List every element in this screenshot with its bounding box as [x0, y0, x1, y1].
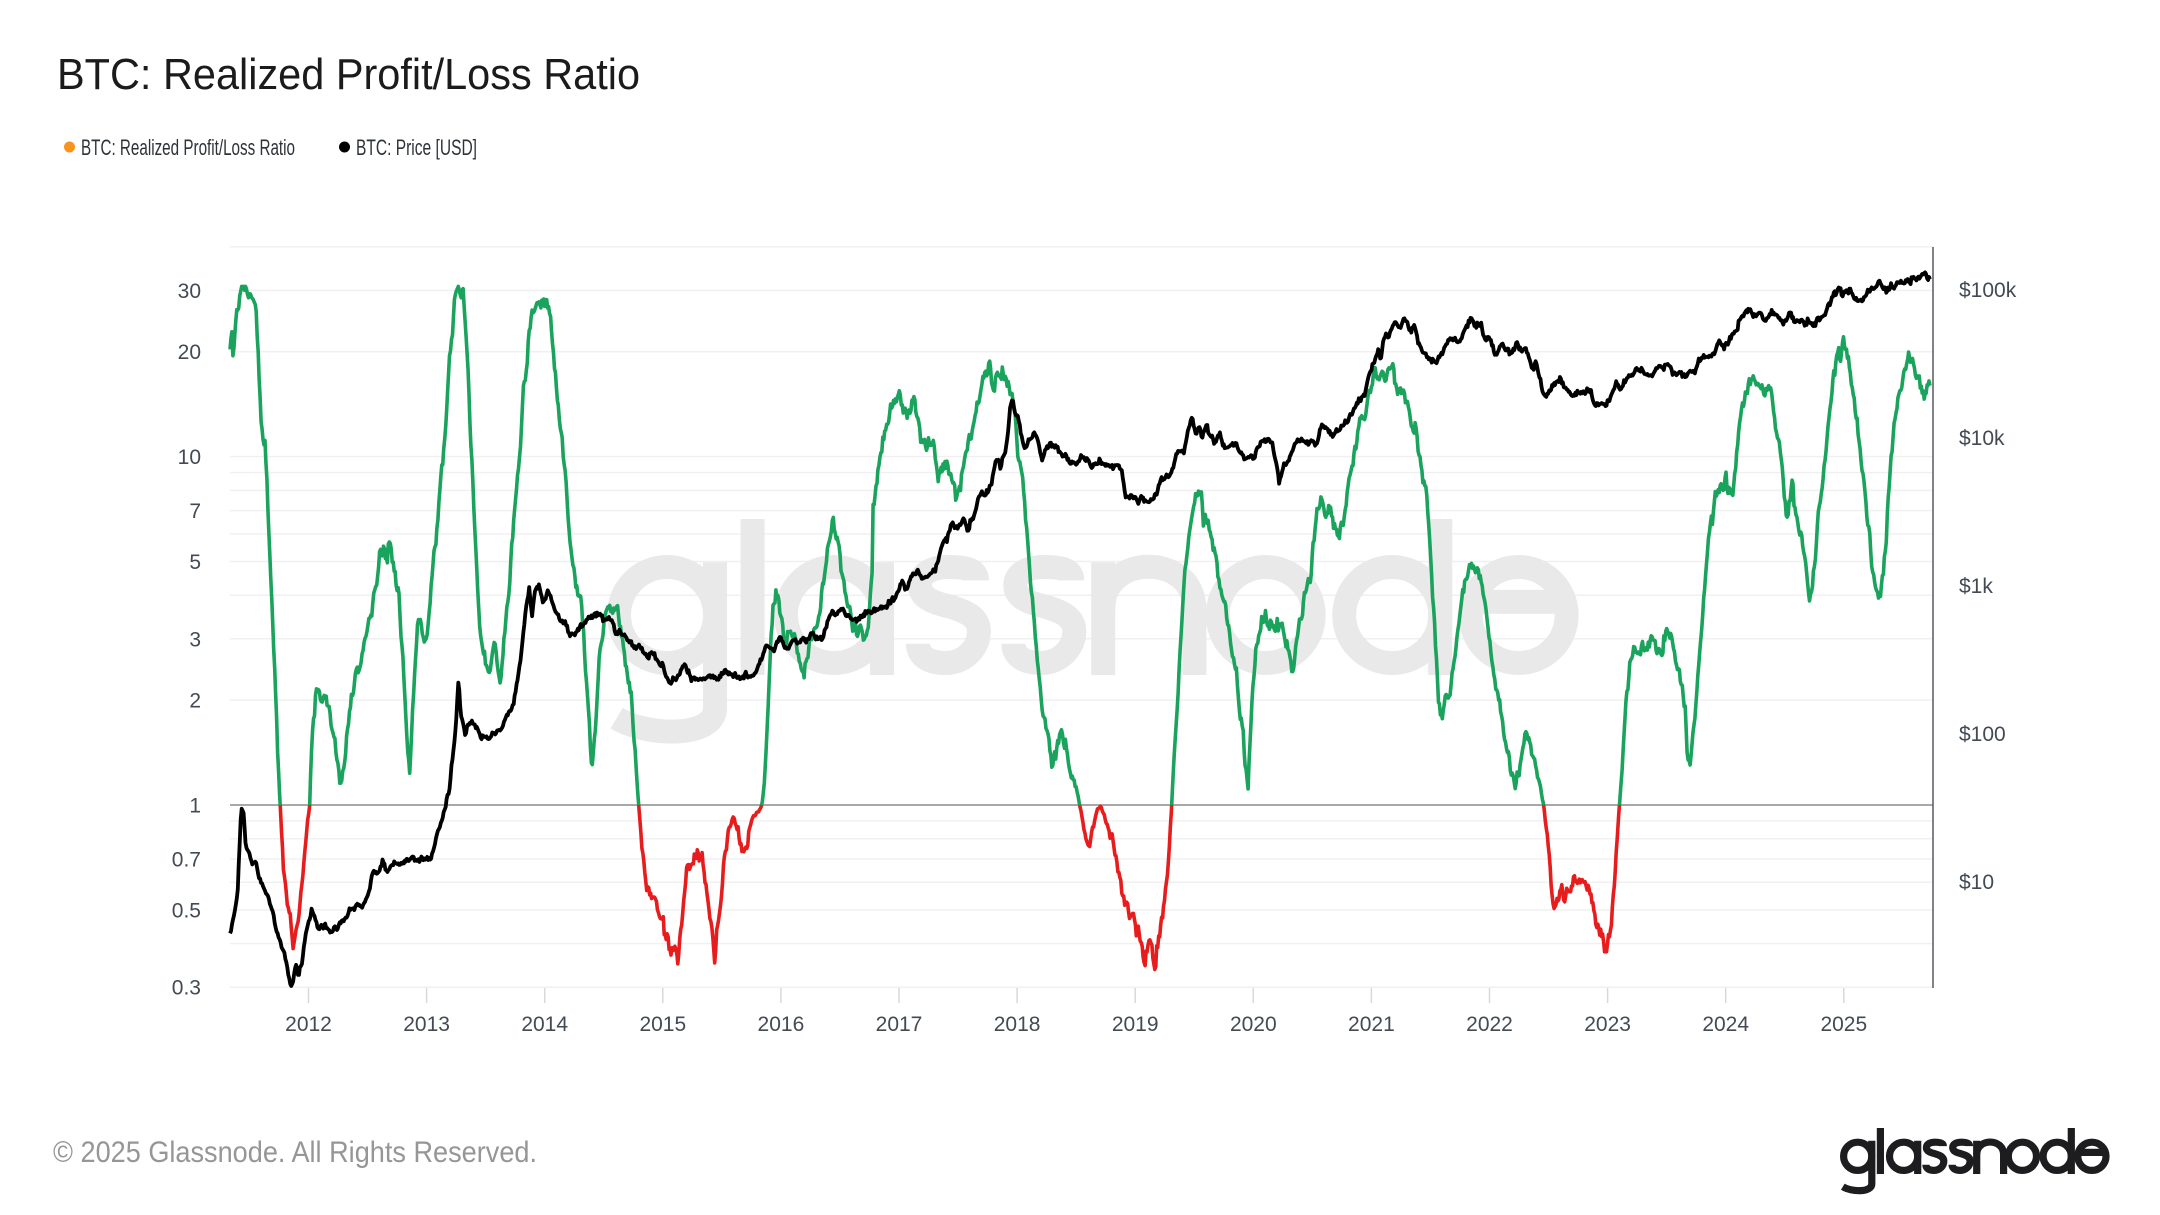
- svg-text:30: 30: [178, 280, 201, 303]
- svg-text:2021: 2021: [1348, 1013, 1395, 1036]
- svg-text:3: 3: [189, 628, 201, 651]
- svg-text:0.5: 0.5: [172, 899, 201, 922]
- svg-text:BTC: Realized Profit/Loss Rati: BTC: Realized Profit/Loss Ratio: [81, 135, 295, 160]
- svg-text:2025: 2025: [1820, 1013, 1867, 1036]
- svg-text:2018: 2018: [994, 1013, 1041, 1036]
- svg-text:$100k: $100k: [1959, 279, 2017, 302]
- svg-text:2015: 2015: [639, 1013, 686, 1036]
- svg-text:2023: 2023: [1584, 1013, 1631, 1036]
- svg-text:© 2025 Glassnode. All Rights R: © 2025 Glassnode. All Rights Reserved.: [53, 1136, 537, 1169]
- svg-text:$100: $100: [1959, 723, 2006, 746]
- svg-text:2020: 2020: [1230, 1013, 1277, 1036]
- svg-text:$10k: $10k: [1959, 427, 2005, 450]
- svg-text:20: 20: [178, 341, 201, 364]
- svg-text:0.7: 0.7: [172, 849, 201, 872]
- svg-text:1: 1: [189, 795, 201, 818]
- svg-text:2016: 2016: [758, 1013, 805, 1036]
- svg-text:BTC: Price [USD]: BTC: Price [USD]: [356, 135, 477, 160]
- svg-text:$10: $10: [1959, 871, 1994, 894]
- svg-text:2014: 2014: [521, 1013, 568, 1036]
- svg-text:2024: 2024: [1702, 1013, 1749, 1036]
- svg-text:2: 2: [189, 690, 201, 713]
- svg-text:7: 7: [189, 500, 201, 523]
- svg-text:$1k: $1k: [1959, 575, 1993, 598]
- svg-text:2017: 2017: [876, 1013, 923, 1036]
- svg-text:0.3: 0.3: [172, 977, 201, 1000]
- svg-text:10: 10: [178, 446, 201, 469]
- svg-text:BTC: Realized Profit/Loss Rati: BTC: Realized Profit/Loss Ratio: [57, 50, 640, 99]
- svg-text:2022: 2022: [1466, 1013, 1513, 1036]
- svg-text:5: 5: [189, 551, 201, 574]
- svg-text:2013: 2013: [403, 1013, 450, 1036]
- svg-text:2012: 2012: [285, 1013, 332, 1036]
- svg-text:2019: 2019: [1112, 1013, 1159, 1036]
